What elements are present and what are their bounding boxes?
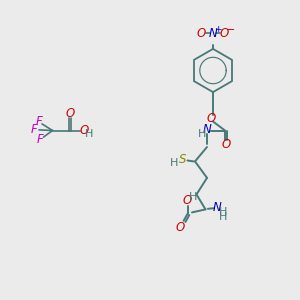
Text: O: O — [65, 107, 74, 120]
Text: F: F — [31, 123, 38, 136]
Text: O: O — [183, 194, 192, 208]
Text: O: O — [221, 137, 230, 151]
Text: +: + — [214, 25, 221, 34]
Text: S: S — [179, 153, 187, 167]
Text: N: N — [208, 27, 217, 40]
Text: N: N — [213, 201, 222, 214]
Text: O: O — [176, 221, 184, 234]
Text: O: O — [207, 112, 216, 125]
Text: H: H — [170, 158, 178, 168]
Text: O: O — [197, 27, 206, 40]
Text: O: O — [79, 124, 88, 137]
Text: H: H — [85, 128, 93, 139]
Text: −: − — [226, 25, 235, 35]
Text: H: H — [198, 129, 206, 139]
Text: H: H — [189, 191, 197, 202]
Text: H: H — [219, 207, 227, 218]
Text: F: F — [37, 133, 44, 146]
Text: N: N — [202, 123, 211, 136]
Text: O: O — [220, 27, 229, 40]
Text: F: F — [36, 115, 42, 128]
Text: H: H — [219, 212, 227, 222]
